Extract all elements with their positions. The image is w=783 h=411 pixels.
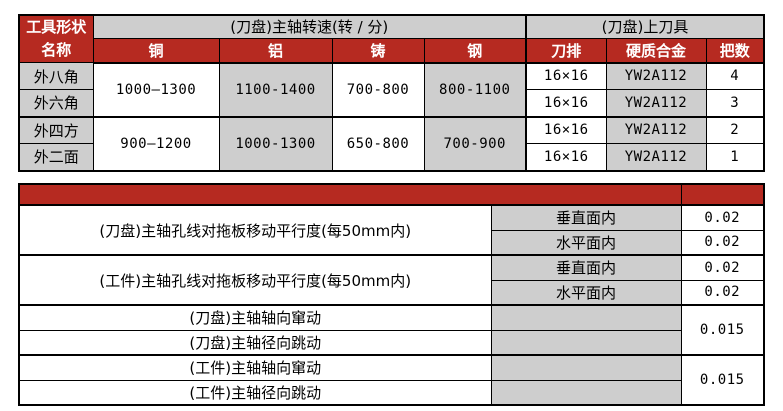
tolerance-value-2: 0.02 — [680, 229, 765, 256]
tool-speed-table: 工具形状 名称 (刀盘)主轴转速(转 / 分) (刀盘)上刀具 铜 铝 铸 钢 … — [18, 14, 765, 172]
runout-empty-cell-1 — [490, 304, 682, 331]
runout-desc-workpiece-radial: (工件)主轴径向跳动 — [18, 379, 492, 406]
runout-desc-cutter-radial: (刀盘)主轴径向跳动 — [18, 329, 492, 356]
corner-header-line1: 工具形状 — [26, 18, 87, 36]
shape-cell-square: 外四方 — [18, 115, 94, 144]
speed-cast-group1: 700-800 — [331, 62, 425, 117]
speed-copper-group2: 900—1200 — [92, 115, 220, 171]
tolerance-value-5: 0.015 — [680, 304, 765, 356]
col-header-cast: 铸 — [331, 37, 425, 64]
col-header-copper: 铜 — [92, 37, 220, 64]
speed-steel-group2: 700-900 — [423, 115, 527, 171]
runout-desc-workpiece-axial: (工件)主轴轴向窜动 — [18, 354, 492, 381]
col-header-count: 把数 — [705, 37, 765, 64]
shape-cell-twoface: 外二面 — [18, 143, 94, 171]
speed-aluminum-group1: 1100-1400 — [218, 62, 333, 117]
col-header-steel: 钢 — [423, 37, 527, 64]
count-cell-2: 3 — [705, 89, 765, 117]
corner-header-line2: 名称 — [41, 41, 72, 59]
carbide-cell-3: YW2A112 — [605, 115, 707, 144]
runout-empty-cell-2 — [490, 329, 682, 356]
parallelism-desc-workpiece: (工件)主轴孔线对拖板移动平行度(每50mm内) — [18, 254, 492, 306]
tool-row-cell-3: 16×16 — [525, 115, 607, 144]
precision-table: (刀盘)主轴孔线对拖板移动平行度(每50mm内) 垂直面内 0.02 水平面内 … — [18, 183, 765, 406]
tool-row-cell-1: 16×16 — [525, 62, 607, 90]
carbide-cell-2: YW2A112 — [605, 89, 707, 117]
tolerance-value-3: 0.02 — [680, 254, 765, 281]
runout-empty-cell-3 — [490, 354, 682, 381]
plane-label-horizontal-2: 水平面内 — [490, 279, 682, 306]
count-cell-1: 4 — [705, 62, 765, 90]
precision-header-band — [18, 183, 682, 206]
plane-label-vertical-1: 垂直面内 — [490, 204, 682, 231]
plane-label-horizontal-1: 水平面内 — [490, 229, 682, 256]
count-cell-3: 2 — [705, 115, 765, 144]
shape-cell-octagon: 外八角 — [18, 62, 94, 90]
tolerance-value-6: 0.015 — [680, 354, 765, 406]
speed-copper-group1: 1000—1300 — [92, 62, 220, 117]
tool-row-cell-2: 16×16 — [525, 89, 607, 117]
tolerance-value-1: 0.02 — [680, 204, 765, 231]
speed-cast-group2: 650-800 — [331, 115, 425, 171]
group-header-spindle-speed: (刀盘)主轴转速(转 / 分) — [92, 14, 527, 39]
shape-cell-hexagon: 外六角 — [18, 89, 94, 117]
tool-row-cell-4: 16×16 — [525, 143, 607, 171]
runout-empty-cell-4 — [490, 379, 682, 406]
group-header-cutter-tools: (刀盘)上刀具 — [525, 14, 765, 39]
col-header-tool-row: 刀排 — [525, 37, 607, 64]
parallelism-desc-cutter: (刀盘)主轴孔线对拖板移动平行度(每50mm内) — [18, 204, 492, 256]
speed-aluminum-group2: 1000-1300 — [218, 115, 333, 171]
count-cell-4: 1 — [705, 143, 765, 171]
carbide-cell-1: YW2A112 — [605, 62, 707, 90]
carbide-cell-4: YW2A112 — [605, 143, 707, 171]
col-header-carbide: 硬质合金 — [605, 37, 707, 64]
precision-header-value-cell — [680, 183, 765, 206]
col-header-aluminum: 铝 — [218, 37, 333, 64]
plane-label-vertical-2: 垂直面内 — [490, 254, 682, 281]
tolerance-value-4: 0.02 — [680, 279, 765, 306]
corner-header-tool-shape: 工具形状 名称 — [18, 14, 94, 63]
speed-steel-group1: 800-1100 — [423, 62, 527, 117]
runout-desc-cutter-axial: (刀盘)主轴轴向窜动 — [18, 304, 492, 331]
